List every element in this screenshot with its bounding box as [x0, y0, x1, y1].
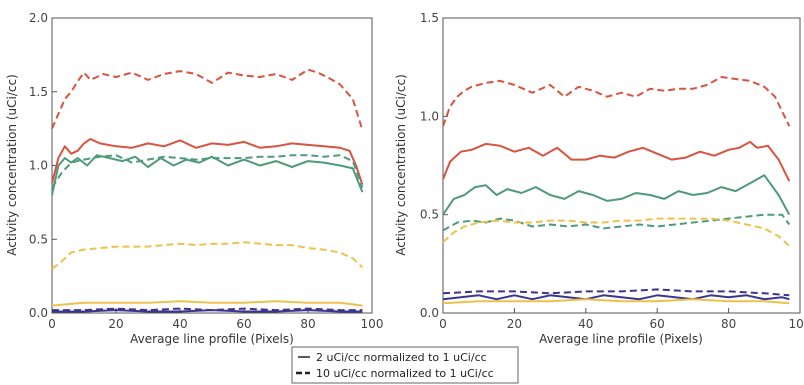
- series-line-red-dashed: [442, 76, 791, 127]
- right-chart: 0 20 40 60 80 100 0.0 0.5 1.0 1.5 Average line pr…: [394, 11, 804, 346]
- series-line-green-dashed: [51, 154, 364, 189]
- series-line-red-solid: [442, 140, 791, 182]
- legend-entry-10uci: 10 uCi/cc normalized to 1 uCi/cc: [316, 367, 494, 380]
- series-line-yellow-solid: [51, 300, 363, 307]
- series-line-green-dashed: [442, 213, 791, 232]
- x-tick-label: 20: [507, 317, 522, 331]
- x-tick-label: 0: [48, 317, 56, 331]
- y-tick-label: 1.5: [29, 85, 48, 99]
- series-line-green-solid: [51, 154, 364, 196]
- x-tick-label: 60: [650, 317, 665, 331]
- legend-box: [291, 346, 519, 384]
- right-plot-frame: [442, 17, 801, 314]
- x-tick-label: 60: [236, 317, 251, 331]
- x-tick-label: 80: [721, 317, 736, 331]
- y-tick-label: 0.5: [29, 232, 48, 246]
- y-tick-label: 0.5: [420, 208, 439, 222]
- y-tick-label: 1.5: [420, 11, 439, 25]
- x-tick-label: 100: [361, 317, 384, 331]
- y-tick-label: 0.0: [420, 306, 439, 320]
- y-tick-label: 1.0: [29, 159, 48, 173]
- series-line-red-solid: [51, 138, 364, 186]
- series-line-blue-solid: [442, 294, 790, 301]
- series-line-red-dashed: [51, 68, 364, 131]
- series-line-blue-solid: [52, 309, 363, 313]
- right-x-axis-label: Average line profile (Pixels): [539, 332, 703, 346]
- legend-entry-2uci: 2 uCi/cc normalized to 1 uCi/cc: [316, 351, 487, 364]
- series-line-yellow-dashed: [442, 217, 790, 247]
- x-tick-label: 40: [578, 317, 593, 331]
- right-y-axis-label: Activity concentration (uCi/cc): [394, 74, 408, 256]
- series-line-blue-dashed: [442, 288, 790, 297]
- series-line-yellow-solid: [442, 298, 790, 305]
- left-ticks: 0 20 40 60 80 100 0.0 0.5 1.0 1.5 2.0: [29, 11, 384, 331]
- right-ticks: 0 20 40 60 80 100 0.0 0.5 1.0 1.5: [420, 11, 804, 331]
- x-tick-label: 20: [108, 317, 123, 331]
- x-tick-label: 0: [439, 317, 447, 331]
- left-chart: 0 20 40 60 80 100 0.0 0.5 1.0 1.5 2.0 Average line…: [5, 11, 383, 346]
- left-x-axis-label: Average line profile (Pixels): [130, 332, 294, 346]
- left-plot-frame: [51, 17, 373, 314]
- right-series-lines: [442, 76, 791, 305]
- y-tick-label: 1.0: [420, 109, 439, 123]
- x-tick-label: 80: [300, 317, 315, 331]
- series-line-green-solid: [442, 174, 791, 216]
- legend: 2 uCi/cc normalized to 1 uCi/cc 10 uCi/c…: [291, 346, 519, 384]
- y-tick-label: 0.0: [29, 306, 48, 320]
- x-tick-label: 40: [172, 317, 187, 331]
- left-y-axis-label: Activity concentration (uCi/cc): [5, 74, 19, 256]
- y-tick-label: 2.0: [29, 11, 48, 25]
- x-tick-label: 100: [789, 317, 804, 331]
- left-series-lines: [51, 68, 364, 313]
- series-line-yellow-dashed: [51, 241, 364, 270]
